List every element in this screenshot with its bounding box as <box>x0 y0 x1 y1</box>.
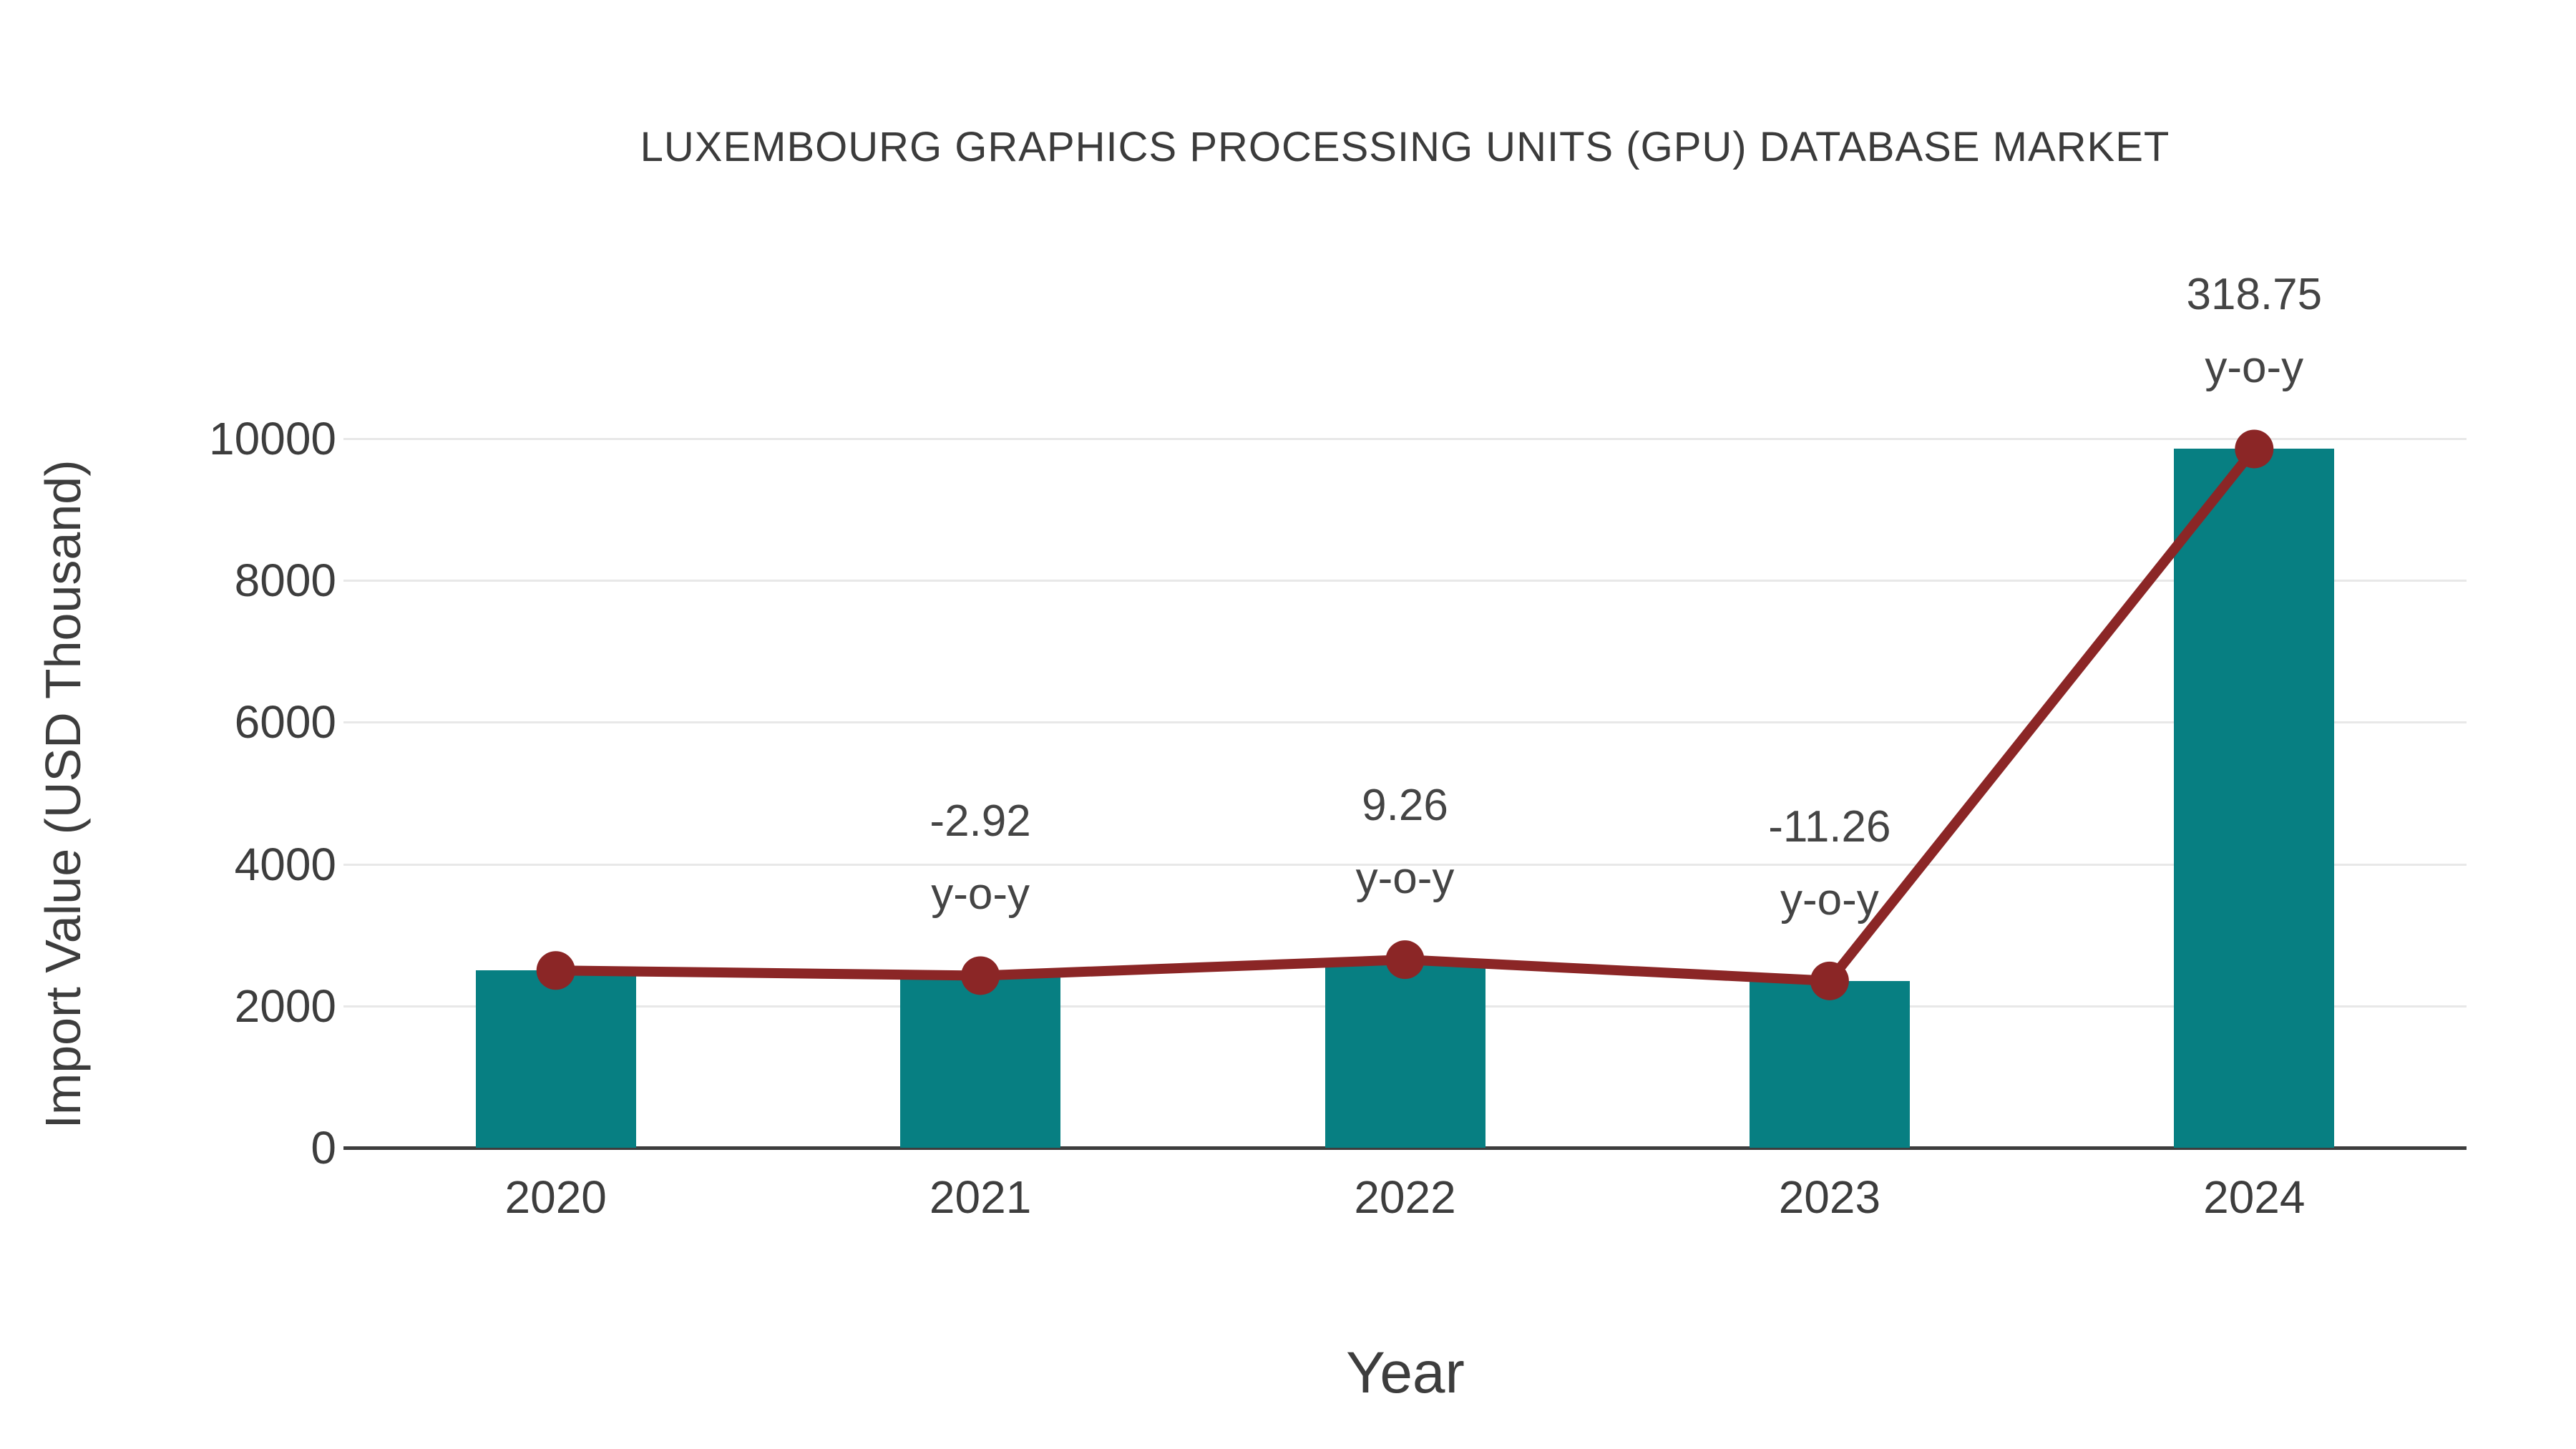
y-tick-label: 0 <box>311 1122 336 1174</box>
gridline <box>343 863 2467 866</box>
annotation-value: -11.26 <box>1768 801 1891 852</box>
x-tick-label-2024: 2024 <box>2203 1171 2306 1223</box>
chart-title: LUXEMBOURG GRAPHICS PROCESSING UNITS (GP… <box>640 124 2170 170</box>
x-axis-line <box>343 1146 2467 1150</box>
annotation-2021: -2.92 y-o-y <box>930 785 1030 931</box>
trend-marker-2020 <box>536 951 575 990</box>
y-tick-label: 8000 <box>234 555 336 607</box>
bar-2023 <box>1749 980 1910 1148</box>
trend-marker-2023 <box>1810 961 1849 1000</box>
x-tick-label-2023: 2023 <box>1778 1171 1881 1223</box>
bar-2024 <box>2174 449 2335 1148</box>
x-tick-label-2022: 2022 <box>1354 1171 1456 1223</box>
bar-2022 <box>1324 960 1485 1148</box>
trend-marker-2022 <box>1385 940 1425 980</box>
annotation-value: 9.26 <box>1362 781 1448 831</box>
y-tick-label: 10000 <box>209 413 336 464</box>
annotation-suffix: y-o-y <box>2205 343 2304 393</box>
bar-2021 <box>900 975 1061 1148</box>
trend-marker-2021 <box>961 956 1000 995</box>
gridline <box>343 438 2467 440</box>
gridline <box>343 580 2467 582</box>
annotation-value: 318.75 <box>2186 270 2323 320</box>
annotation-value: -2.92 <box>930 796 1031 847</box>
y-tick-label: 6000 <box>234 696 336 748</box>
x-tick-label-2020: 2020 <box>504 1171 607 1223</box>
gridline <box>343 721 2467 724</box>
bar-2020 <box>475 970 636 1148</box>
annotation-suffix: y-o-y <box>931 869 1030 919</box>
annotation-2024: 318.75 y-o-y <box>2186 258 2322 404</box>
annotation-2023: -11.26 y-o-y <box>1768 791 1890 937</box>
annotation-suffix: y-o-y <box>1355 854 1455 904</box>
annotation-2022: 9.26 y-o-y <box>1356 769 1455 915</box>
trend-marker-2024 <box>2235 429 2274 469</box>
x-axis-title: Year <box>1346 1340 1465 1405</box>
y-tick-label: 4000 <box>234 838 336 890</box>
x-tick-label-2021: 2021 <box>929 1171 1032 1223</box>
y-tick-label: 2000 <box>234 980 336 1032</box>
annotation-suffix: y-o-y <box>1780 874 1879 924</box>
